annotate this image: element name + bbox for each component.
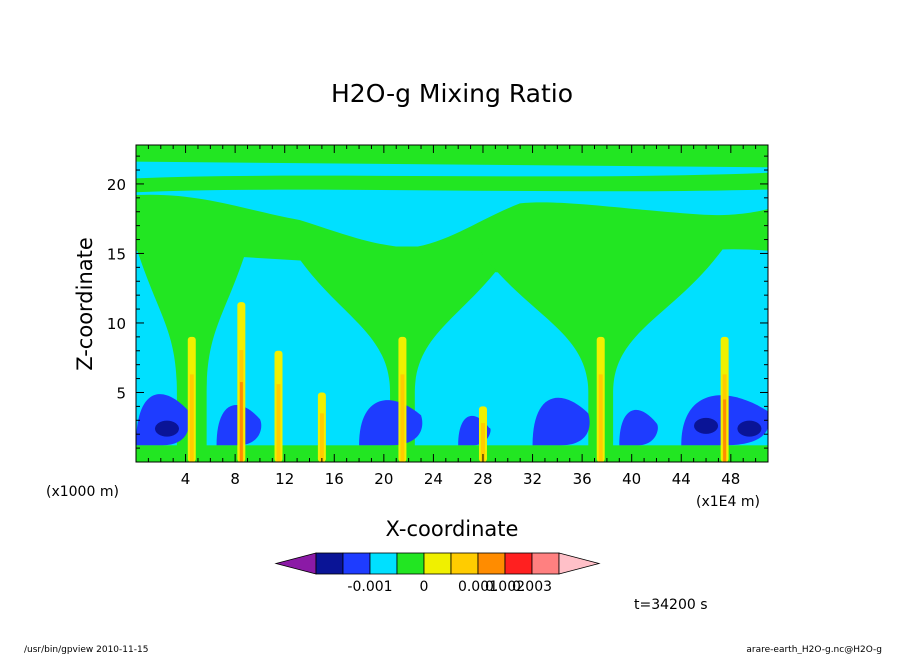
chart-title: H2O-g Mixing Ratio (331, 79, 573, 108)
surface-green-strip (136, 445, 768, 462)
contour-field (136, 145, 768, 462)
x-tick-label: 8 (230, 470, 240, 488)
colorbar-level-label: -0.001 (347, 579, 392, 595)
colorbar-box (342, 552, 371, 575)
y-tick-label: 15 (107, 245, 126, 263)
plume-core (319, 413, 324, 462)
time-annotation: t=34200 s (634, 597, 708, 613)
very-low-core (694, 417, 719, 434)
y-tick-label: 10 (107, 315, 126, 333)
very-low-core (154, 420, 179, 437)
colorbar-over-arrow (558, 552, 601, 575)
x-tick-label: 24 (424, 470, 443, 488)
plume-core (276, 384, 281, 462)
colorbar-level-label: 0.001 (458, 579, 498, 595)
colorbar-box (396, 552, 425, 575)
x-tick-label: 20 (374, 470, 393, 488)
x-tick-label: 40 (622, 470, 641, 488)
x-tick-label: 16 (325, 470, 344, 488)
x-axis-label: X-coordinate (386, 517, 519, 541)
x-tick-label: 4 (181, 470, 191, 488)
colorbar-under-arrow (274, 552, 317, 575)
x-tick-label: 44 (672, 470, 691, 488)
x-tick-label: 28 (473, 470, 492, 488)
footer-left: /usr/bin/gpview 2010-11-15 (24, 645, 148, 654)
plot-area (136, 145, 768, 462)
plume-peak (723, 399, 727, 462)
very-low-core (737, 420, 762, 437)
y-tick-label: 5 (116, 384, 126, 402)
x-tick-label: 32 (523, 470, 542, 488)
colorbar-box (477, 552, 506, 575)
plot-frame (135, 144, 769, 463)
colorbar-box (369, 552, 398, 575)
colorbar-level-label: 0.002 (485, 579, 525, 595)
colorbar-box (450, 552, 479, 575)
colorbar-level-label: 0.003 (512, 579, 552, 595)
mid-green-band (136, 172, 768, 193)
plume-core (189, 374, 194, 462)
colorbar-box (423, 552, 452, 575)
plume-peak (239, 382, 243, 462)
low-blue-region (359, 400, 423, 446)
x-tick-label: 36 (573, 470, 592, 488)
colorbar-level-label: 0 (420, 579, 429, 595)
footer-right: arare-earth_H2O-g.nc@H2O-g (746, 645, 882, 654)
colorbar (274, 552, 601, 575)
y-tick-label: 20 (107, 176, 126, 194)
colorbar-box (504, 552, 533, 575)
plume-core (598, 374, 603, 462)
x-tick-label: 48 (721, 470, 740, 488)
x-axis: 4 8 12 16 20 24 28 32 36 40 44 48 (147, 145, 757, 488)
colorbar-box (315, 552, 344, 575)
plume-core (400, 374, 405, 462)
low-blue-region (532, 397, 590, 446)
colorbar-box (531, 552, 560, 575)
x-unit-left: (x1000 m) (46, 484, 119, 500)
x-unit-right: (x1E4 m) (696, 494, 760, 510)
y-axis-label: Z-coordinate (73, 237, 97, 371)
y-axis: 5 10 15 20 (107, 155, 768, 449)
plume-core (480, 423, 485, 462)
low-blue-region (619, 409, 658, 446)
upper-green-band (136, 145, 768, 168)
x-tick-label: 12 (275, 470, 294, 488)
